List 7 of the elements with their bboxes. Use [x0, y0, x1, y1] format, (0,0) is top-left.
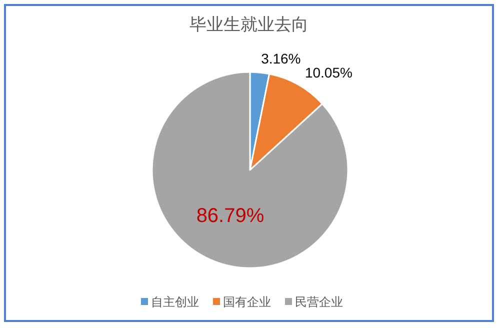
data-label: 3.16%	[261, 50, 301, 67]
data-label: 86.79%	[196, 204, 264, 227]
legend-label: 民营企业	[295, 295, 343, 309]
legend-label: 国有企业	[223, 295, 271, 309]
legend-label: 自主创业	[151, 295, 199, 309]
data-label: 10.05%	[304, 64, 352, 81]
chart-title: 毕业生就业去向	[190, 15, 308, 34]
